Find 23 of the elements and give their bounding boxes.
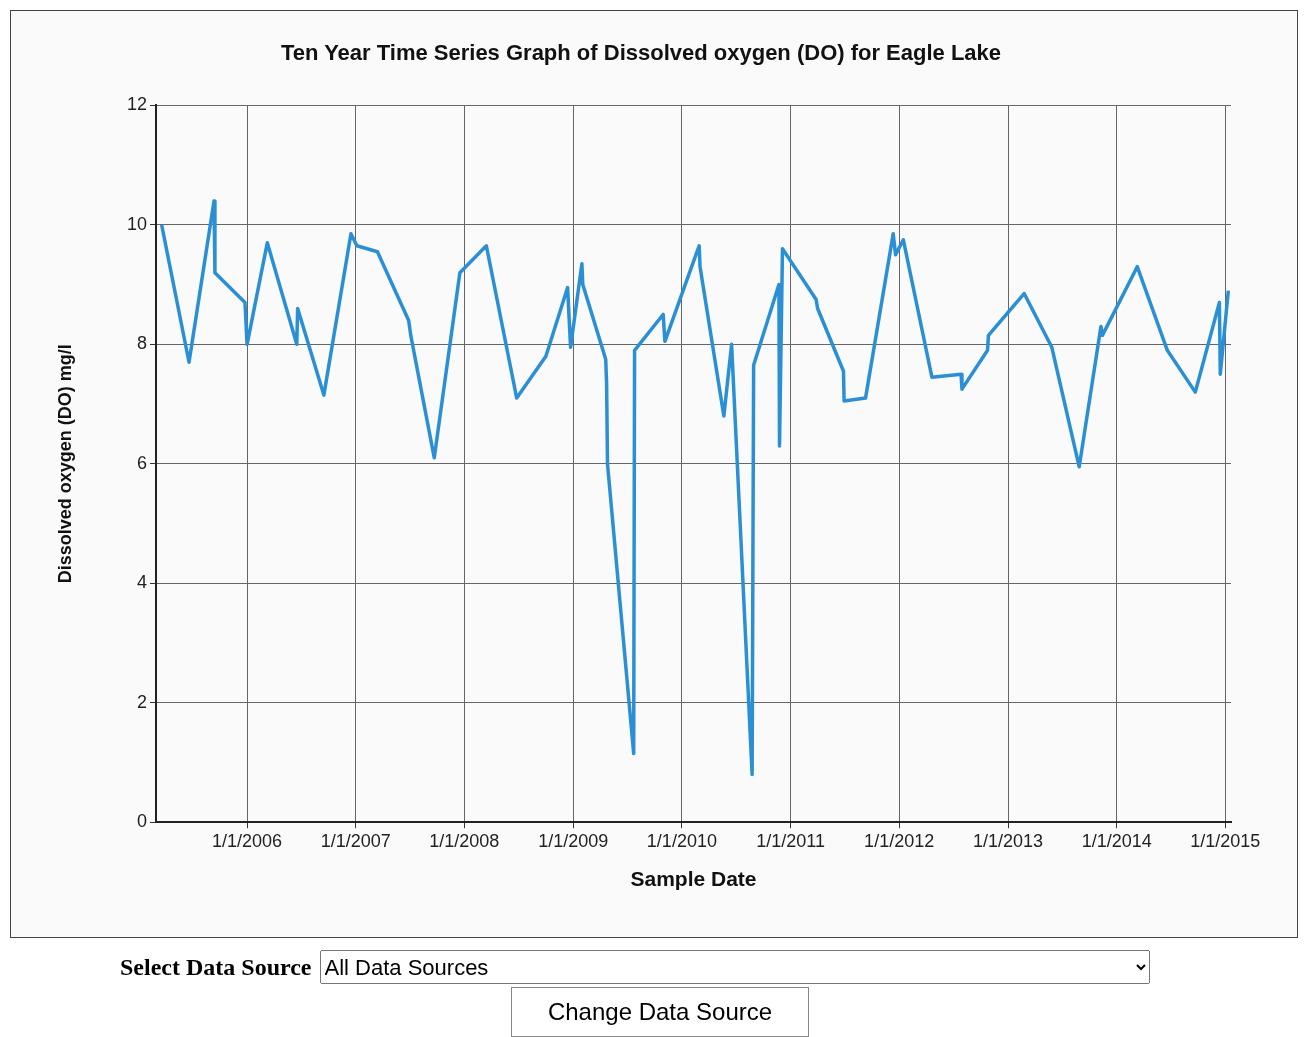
text: Select Data Source: [120, 953, 312, 981]
text: All Data Sources: [319, 950, 1150, 984]
y-axis-title: Dissolved oxygen (DO) mg/l: [54, 344, 75, 584]
x-tick-label: 1/1/2007: [320, 830, 391, 851]
text: Change Data Source: [511, 987, 809, 1037]
x-tick-label: 1/1/2015: [1190, 830, 1261, 851]
x-tick-label: 1/1/2010: [646, 830, 717, 851]
y-tick-label: 2: [136, 691, 147, 712]
y-tick-label: 0: [136, 811, 147, 832]
x-axis-title: Sample Date: [630, 867, 757, 891]
y-tick-label: 12: [126, 94, 147, 115]
chart-title: Ten Year Time Series Graph of Dissolved oxygen (DO) for Eagle Lake: [280, 40, 1002, 66]
x-tick-label: 1/1/2011: [756, 830, 825, 851]
x-tick-label: 1/1/2009: [538, 830, 609, 851]
y-tick-label: 4: [136, 572, 147, 593]
y-tick-label: 6: [136, 452, 147, 473]
x-tick-label: 1/1/2012: [864, 830, 935, 851]
y-tick-label: 8: [136, 333, 147, 354]
x-tick-label: 1/1/2013: [973, 830, 1044, 851]
x-tick-label: 1/1/2008: [429, 830, 500, 851]
x-tick-label: 1/1/2014: [1081, 830, 1152, 851]
x-tick-label: 1/1/2006: [212, 830, 283, 851]
y-tick-label: 10: [126, 213, 147, 234]
